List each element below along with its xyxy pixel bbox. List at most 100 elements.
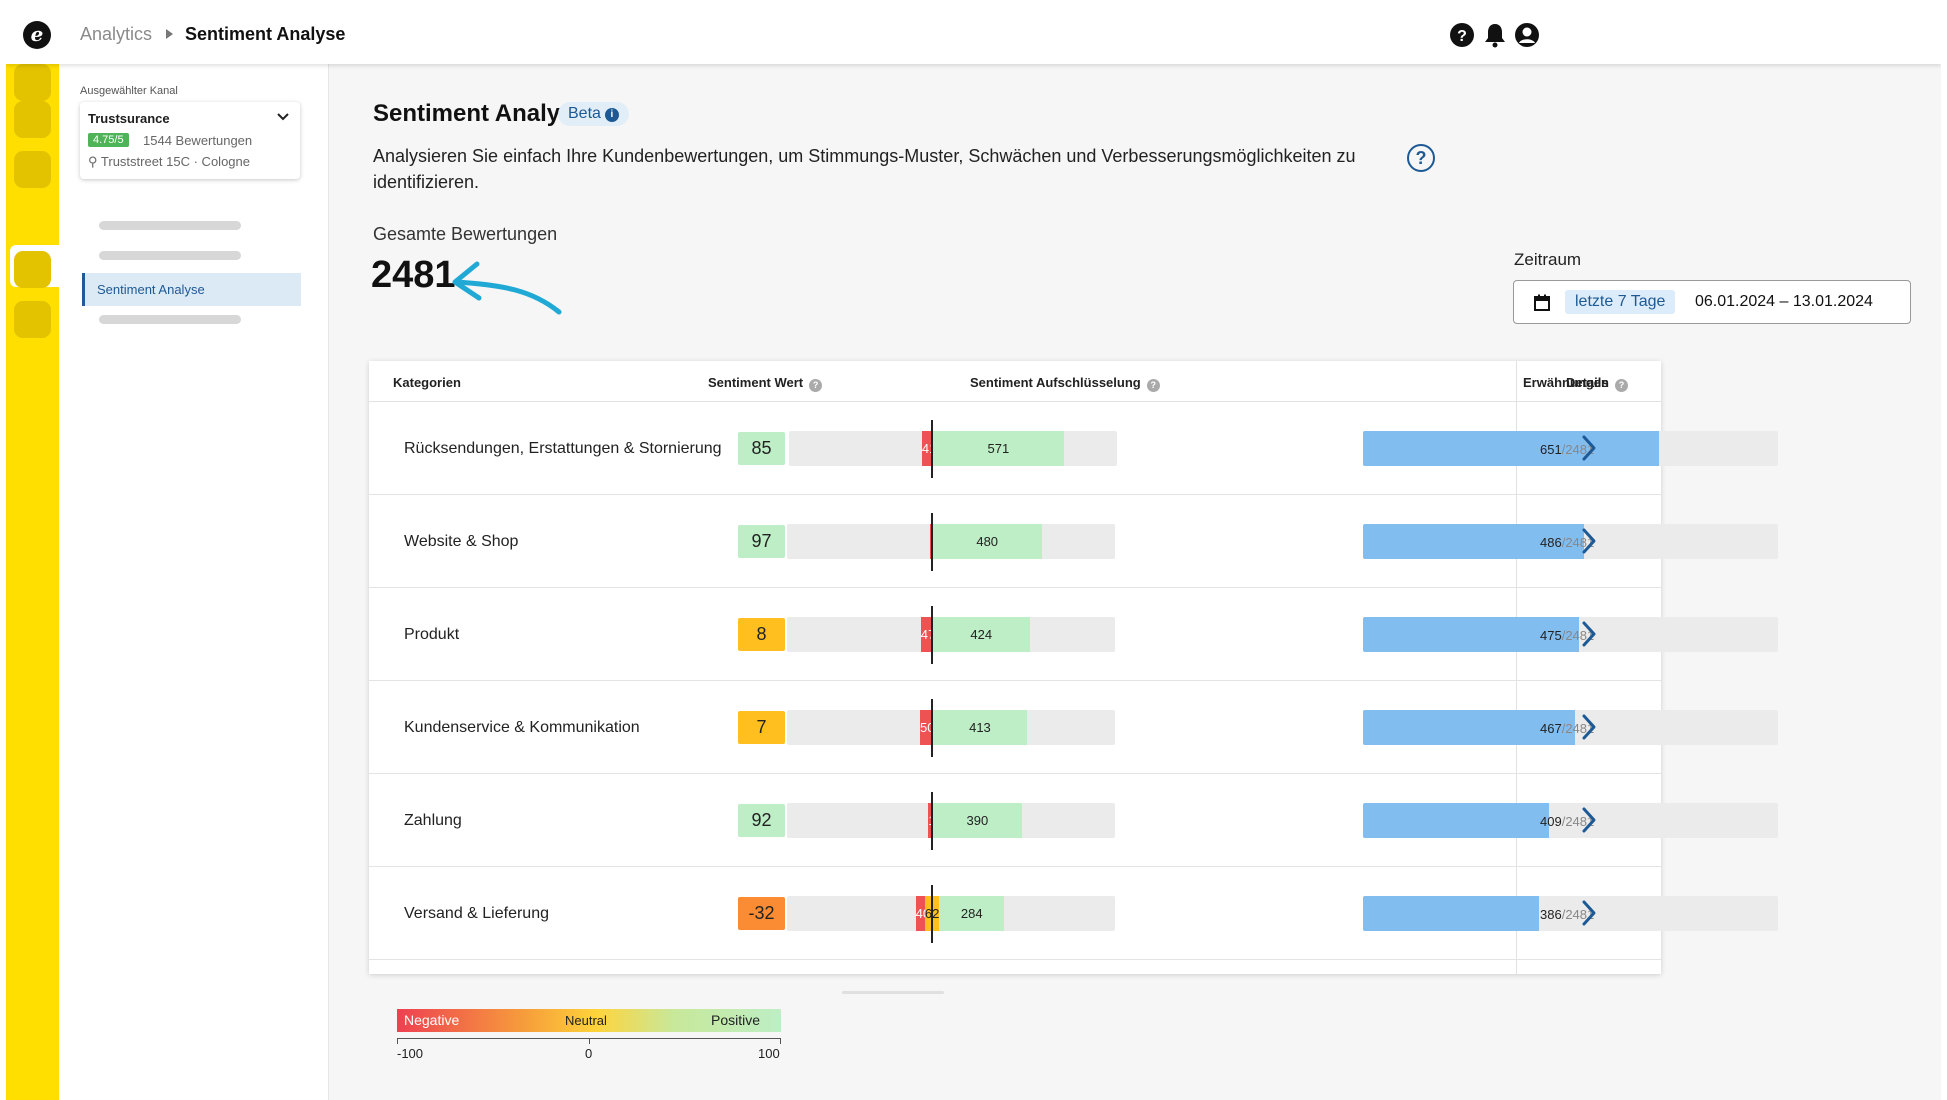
breakdown-negative-segment: 47 [920,617,932,652]
mentions-separator: / [1561,814,1566,829]
row-sentiment-breakdown[interactable]: 4062284 [787,896,1115,931]
column-header-details: Details [1566,375,1609,390]
row-category: Kundenservice & Kommunikation [404,719,640,736]
legend-neutral: Neutral [565,1013,607,1028]
mentions-value: 409 [1540,814,1562,829]
mentions-value: 467 [1540,721,1562,736]
breadcrumb-analytics[interactable]: Analytics [80,24,153,44]
rail-item-2[interactable] [14,101,51,138]
row-sentiment-score: 85 [738,432,785,465]
column-header-sentiment-wert: Sentiment Wert? [708,375,823,392]
info-icon: i [604,108,619,122]
location-pin-icon: ⚲ [88,154,101,169]
mentions-total: 2481 [1565,907,1595,922]
breakdown-positive-segment: 424 [932,617,1030,652]
info-icon[interactable]: ? [1614,379,1628,392]
column-header-kategorien: Kategorien [393,375,461,390]
row-sentiment-score: -32 [738,897,785,930]
page-description: Analysieren Sie einfach Ihre Kundenbewer… [373,146,1356,192]
bell-icon[interactable] [1482,22,1508,48]
table-row[interactable]: Kundenservice & Kommunikation 7504413 467/… [369,681,1778,774]
legend-tick-label-zero: 0 [585,1046,593,1061]
channel-address-text: Truststreet 15C · Cologne [100,154,250,169]
table-row[interactable]: Website & Shop 97 480 486/2481 [369,495,1778,588]
mentions-separator: / [1561,628,1566,643]
channel-selector[interactable]: Trustsurance 4.75/5 1544 Bewertungen ⚲ T… [80,102,300,179]
rail-item-6[interactable] [14,301,51,338]
horizontal-scrollbar[interactable] [842,991,944,994]
user-circle-icon[interactable] [1514,22,1540,48]
row-category: Versand & Lieferung [404,905,549,922]
mentions-text: 486/2481 [1540,535,1594,550]
channel-review-count: 1544 Bewertungen [143,133,253,148]
mentions-bar-fill [1363,524,1585,559]
total-reviews-value: 2481 [371,254,456,296]
period-label: Zeitraum [1514,250,1582,269]
nav-item-sentiment-analyse[interactable]: Sentiment Analyse [82,273,301,306]
legend-tick [780,1038,781,1044]
period-date-range[interactable]: 06.01.2024 – 13.01.2024 [1695,293,1873,310]
period-preset-chip[interactable]: letzte 7 Tage [1565,290,1676,314]
row-sentiment-breakdown[interactable]: 480 [787,524,1115,559]
top-bar: e Analytics Sentiment Analyse ? [6,4,1941,64]
row-sentiment-breakdown[interactable]: 145390 [787,803,1115,838]
legend-tick [397,1038,398,1044]
legend-tick-label-max: 100 [758,1046,780,1061]
breakdown-negative-segment: 40 [915,896,925,931]
help-question-icon[interactable]: ? [1407,144,1435,172]
chevron-right-icon[interactable] [1580,434,1598,462]
sentiment-legend-gradient: Negative Neutral Positive [397,1009,781,1032]
legend-negative: Negative [404,1012,460,1028]
details-column-divider [1516,361,1517,974]
app-rail [6,64,59,1100]
mentions-total: 2481 [1565,535,1595,550]
info-icon[interactable]: ? [809,379,823,392]
mentions-value: 475 [1540,628,1562,643]
mentions-total: 2481 [1565,814,1595,829]
table-row[interactable]: Produkt 8474424 475/2481 [369,588,1778,681]
breakdown-zero-line [931,606,933,664]
row-sentiment-score: 97 [738,525,785,558]
column-header-aufschluesselung: Sentiment Aufschlüsselung? [970,375,1160,392]
mentions-bar-fill [1363,710,1576,745]
chevron-right-icon[interactable] [1580,620,1598,648]
mentions-text: 467/2481 [1540,721,1594,736]
mentions-separator: / [1561,442,1566,457]
row-sentiment-breakdown[interactable]: 416571 [789,431,1117,466]
chevron-right-icon[interactable] [1580,806,1598,834]
legend-tick-label-min: -100 [397,1046,424,1061]
table-row[interactable]: Versand & Lieferung -324062284 386/2481 [369,867,1778,960]
rail-item-1[interactable] [14,64,51,101]
channel-address: ⚲ Truststreet 15C · Cologne [88,154,250,170]
help-circle-icon[interactable]: ? [1449,22,1475,48]
nav-item-label: Sentiment Analyse [97,282,205,297]
nav-item-placeholder[interactable] [99,251,241,260]
breakdown-negative-segment: 41 [921,431,932,466]
app-logo[interactable]: e [23,21,51,49]
beta-badge[interactable]: Beta i [558,102,629,126]
rail-item-5[interactable] [14,251,51,288]
row-sentiment-breakdown[interactable]: 504413 [787,710,1115,745]
row-category: Produkt [404,626,460,643]
chevron-down-icon[interactable] [276,112,290,122]
chevron-right-icon[interactable] [1580,899,1598,927]
row-mentions-bar: 651/2481 [1363,431,1778,466]
nav-item-placeholder[interactable] [99,221,241,230]
row-sentiment-breakdown[interactable]: 474424 [787,617,1115,652]
info-icon[interactable]: ? [1146,379,1160,392]
column-header-label: Erwähnungen [1523,375,1609,390]
channel-label: Ausgewählter Kanal [80,85,178,97]
breakdown-negative-segment: 50 [920,710,932,745]
breakdown-positive-segment: 390 [932,803,1023,838]
chevron-right-icon[interactable] [1580,713,1598,741]
app-window: e Analytics Sentiment Analyse ? [6,4,1941,1100]
nav-item-placeholder[interactable] [99,315,241,324]
legend-tick [589,1038,590,1044]
period-picker[interactable]: letzte 7 Tage 06.01.2024 – 13.01.2024 [1513,280,1911,324]
table-row[interactable]: Zahlung 92145390 409/2481 [369,774,1778,867]
chevron-right-icon[interactable] [1580,527,1598,555]
row-category: Website & Shop [404,533,519,550]
page-title: Sentiment Analyse [373,100,587,127]
rail-item-3[interactable] [14,151,51,188]
table-row[interactable]: Rücksendungen, Erstattungen & Stornierun… [369,402,1778,495]
